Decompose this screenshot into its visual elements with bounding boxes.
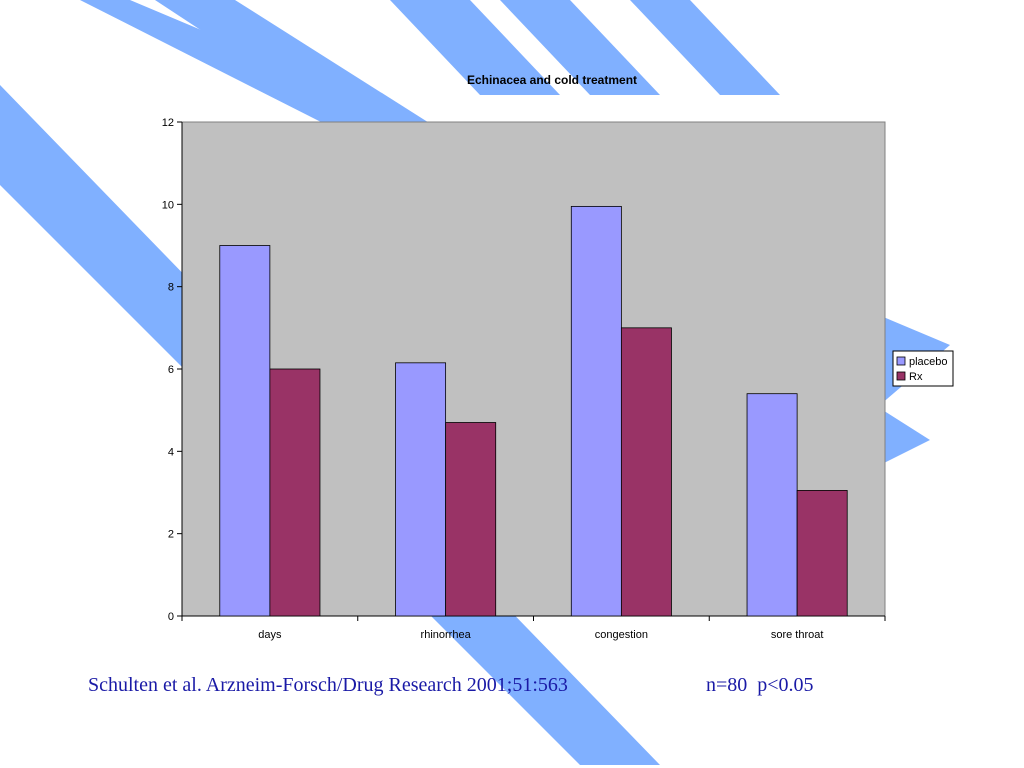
x-tick-label: days bbox=[258, 629, 282, 641]
bar-rx bbox=[269, 368, 321, 617]
y-tick-label: 6 bbox=[168, 364, 174, 376]
stats-text: n=80 p<0.05 bbox=[706, 674, 814, 696]
y-tick-label: 0 bbox=[168, 611, 174, 623]
y-tick-label: 2 bbox=[168, 529, 174, 541]
y-tick-label: 4 bbox=[168, 446, 174, 458]
legend: placebo Rx bbox=[892, 350, 954, 387]
bar-placebo bbox=[746, 393, 798, 617]
bars bbox=[219, 205, 848, 617]
legend-label: Rx bbox=[909, 371, 923, 383]
background-stripe bbox=[390, 0, 560, 95]
bar-rx bbox=[620, 327, 672, 617]
x-tick-label: sore throat bbox=[771, 629, 824, 641]
citation-text: Schulten et al. Arzneim-Forsch/Drug Rese… bbox=[88, 674, 568, 696]
y-tick-label: 12 bbox=[162, 117, 174, 129]
y-axis: 0 2 4 6 8 10 12 bbox=[162, 117, 183, 623]
chart-title: Echinacea and cold treatment bbox=[467, 73, 637, 87]
bar-rx bbox=[445, 422, 497, 617]
x-axis: days rhinorrhea congestion sore throat bbox=[181, 615, 886, 641]
y-tick-label: 8 bbox=[168, 282, 174, 294]
background-stripe bbox=[500, 0, 660, 95]
legend-label: placebo bbox=[909, 356, 948, 368]
bar-placebo bbox=[570, 205, 622, 617]
x-tick-label: rhinorrhea bbox=[421, 629, 472, 641]
bar-rx bbox=[796, 490, 848, 617]
bar-placebo bbox=[395, 362, 447, 617]
legend-swatch bbox=[896, 356, 906, 366]
bar-placebo bbox=[219, 245, 271, 617]
x-tick-label: congestion bbox=[595, 629, 648, 641]
y-tick-label: 10 bbox=[162, 199, 174, 211]
background-stripe bbox=[630, 0, 780, 95]
legend-swatch bbox=[896, 371, 906, 381]
